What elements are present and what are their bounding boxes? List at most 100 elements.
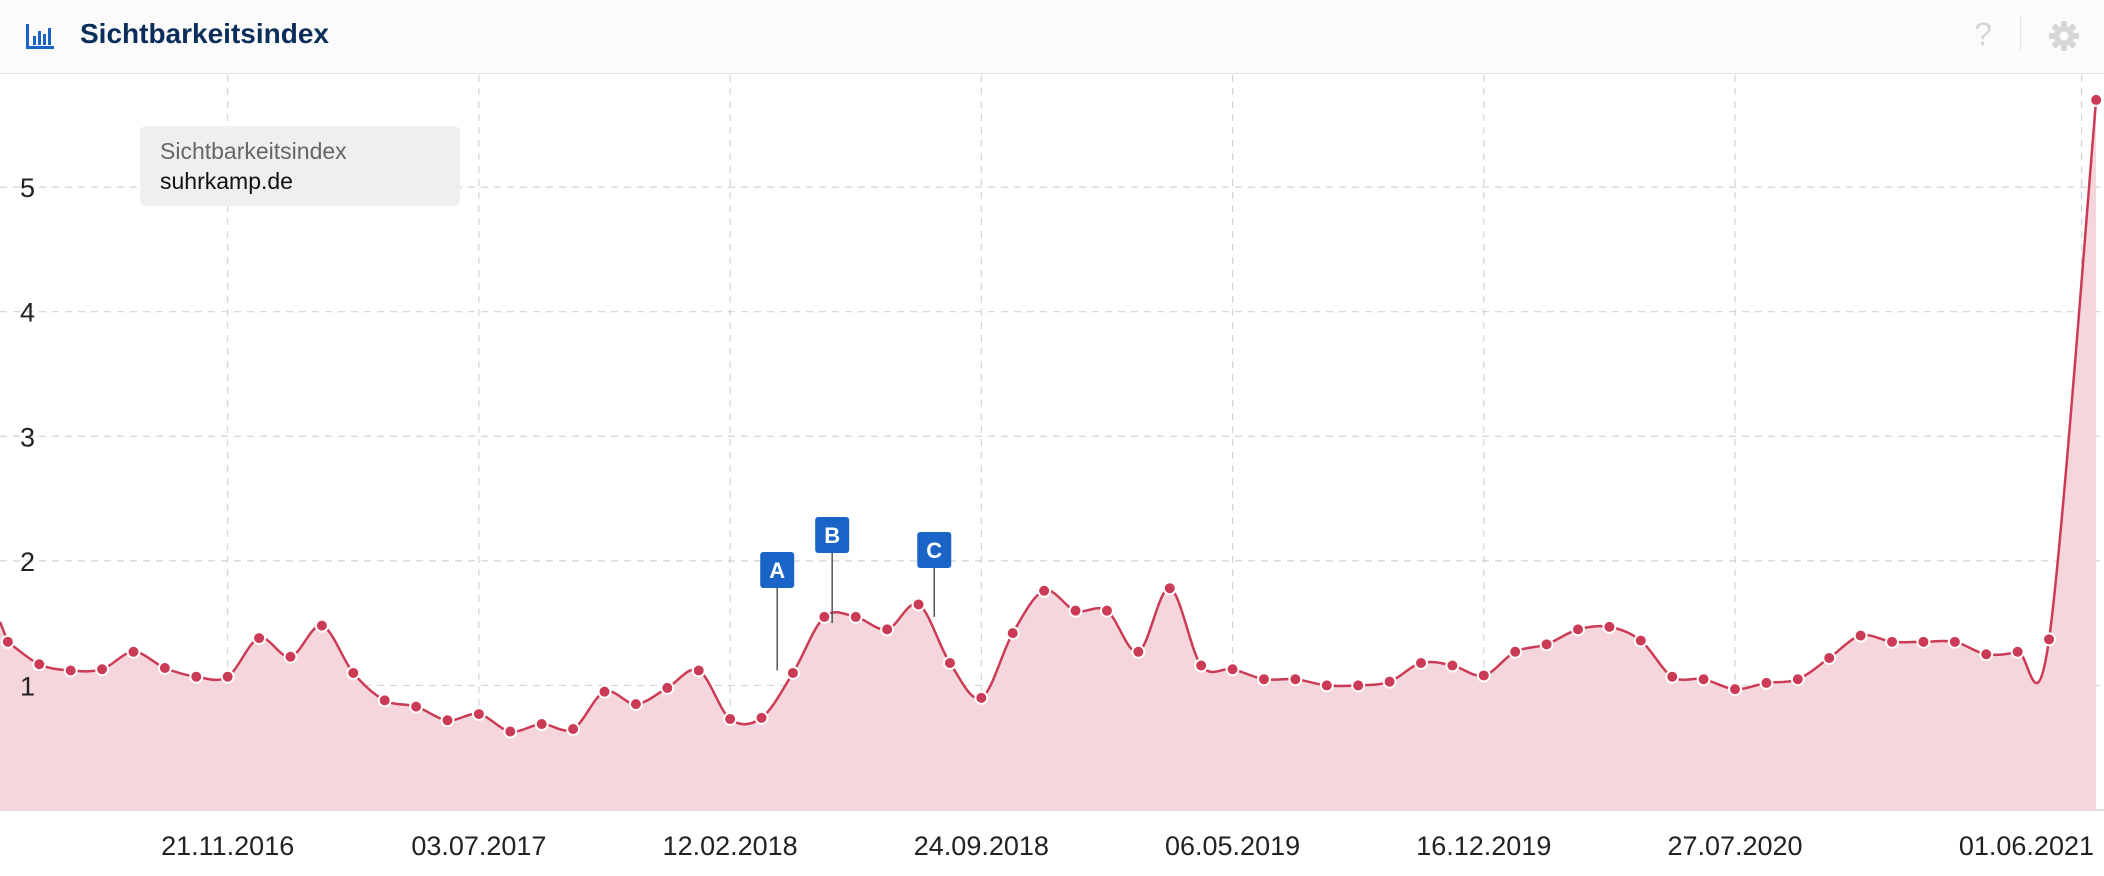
data-point: [503, 724, 518, 739]
data-point: [1099, 603, 1114, 618]
data-point: [409, 699, 424, 714]
y-tick-label: 2: [20, 547, 35, 577]
data-point: [1947, 634, 1962, 649]
chart-legend: Sichtbarkeitsindex suhrkamp.de: [140, 126, 460, 206]
data-point: [126, 644, 141, 659]
data-point: [785, 665, 800, 680]
data-point: [754, 710, 769, 725]
data-point: [32, 657, 47, 672]
data-point: [346, 665, 361, 680]
data-point: [534, 717, 549, 732]
data-point: [2089, 92, 2104, 107]
data-point: [1916, 634, 1931, 649]
y-axis: 1 2 3 4 5: [20, 173, 35, 701]
data-point: [911, 597, 926, 612]
data-point: [1413, 656, 1428, 670]
event-flag: [815, 517, 850, 553]
x-tick-label: 01.06.2021: [1959, 831, 2094, 861]
data-point: [471, 707, 486, 722]
data-point: [1005, 626, 1020, 641]
y-tick-label: 4: [20, 298, 35, 328]
data-point: [1790, 672, 1805, 687]
data-point: [1633, 633, 1648, 648]
data-point: [942, 656, 957, 670]
x-tick-label: 24.09.2018: [914, 831, 1049, 861]
data-point: [157, 660, 172, 675]
data-point: [95, 662, 110, 677]
widget-title: Sichtbarkeitsindex: [80, 18, 329, 49]
legend-title: Sichtbarkeitsindex: [160, 138, 347, 164]
x-tick-label: 03.07.2017: [411, 831, 546, 861]
data-point: [1853, 628, 1868, 643]
data-point: [817, 609, 832, 624]
data-point: [189, 669, 204, 684]
help-icon[interactable]: ?: [1974, 16, 1992, 52]
event-flag: [917, 532, 952, 568]
data-points: [0, 92, 2104, 739]
event-label: A: [769, 558, 785, 583]
x-tick-label: 21.11.2016: [161, 831, 294, 861]
series-area: [0, 99, 2097, 810]
data-point: [1351, 678, 1366, 693]
data-point: [1256, 672, 1271, 687]
legend-domain: suhrkamp.de: [160, 168, 293, 194]
event-flag: [760, 552, 795, 588]
data-point: [1822, 651, 1837, 666]
data-point: [880, 622, 895, 637]
data-point: [63, 663, 78, 678]
data-point: [597, 684, 612, 699]
data-point: [1319, 678, 1334, 693]
data-point: [1602, 619, 1617, 634]
data-point: [1288, 672, 1303, 687]
data-point: [1759, 675, 1774, 690]
data-point: [314, 618, 329, 633]
visibility-chart: A B C 1 2 3 4 5 21.11.2016 03.07.2017 12.02.2018…: [0, 75, 2104, 861]
data-point: [566, 722, 581, 737]
data-point: [1382, 674, 1397, 689]
header-divider: [2020, 16, 2021, 50]
data-point: [1571, 622, 1585, 637]
data-point: [660, 680, 675, 695]
x-tick-label: 12.02.2018: [663, 831, 798, 861]
data-point: [1508, 644, 1523, 659]
data-point: [1068, 603, 1083, 618]
event-markers: A B C: [760, 517, 952, 671]
data-point: [1037, 583, 1052, 598]
data-point: [1728, 682, 1743, 697]
data-point: [691, 663, 706, 678]
data-point: [377, 693, 392, 708]
gear-icon[interactable]: [2048, 20, 2080, 52]
x-axis: 21.11.2016 03.07.2017 12.02.2018 24.09.2018…: [161, 831, 2094, 861]
data-point: [220, 669, 235, 684]
event-label: B: [824, 523, 840, 548]
y-tick-label: 3: [20, 422, 35, 452]
data-point: [1194, 658, 1209, 673]
data-point: [1131, 644, 1146, 659]
event-label: C: [926, 538, 942, 563]
x-tick-label: 27.07.2020: [1667, 831, 1802, 861]
x-tick-label: 16.12.2019: [1416, 831, 1551, 861]
data-point: [1979, 647, 1994, 662]
data-point: [1885, 634, 1900, 649]
data-point: [723, 712, 738, 727]
x-tick-label: 06.05.2019: [1165, 831, 1300, 861]
bar-chart-icon: [26, 24, 54, 49]
data-point: [2042, 632, 2057, 647]
data-point: [2010, 644, 2025, 659]
data-point: [0, 634, 15, 649]
data-point: [1162, 581, 1177, 596]
data-point: [1665, 669, 1680, 684]
data-point: [974, 690, 989, 705]
widget-header: Sichtbarkeitsindex ?: [0, 0, 2104, 74]
data-point: [848, 609, 863, 624]
data-point: [1539, 637, 1554, 652]
data-point: [283, 649, 298, 664]
y-tick-label: 5: [20, 173, 35, 203]
data-point: [1225, 662, 1240, 677]
data-point: [440, 713, 455, 728]
data-point: [1476, 668, 1491, 683]
y-tick-label: 1: [20, 671, 35, 701]
data-point: [252, 631, 267, 646]
data-point: [1696, 672, 1711, 687]
data-point: [1445, 658, 1460, 673]
